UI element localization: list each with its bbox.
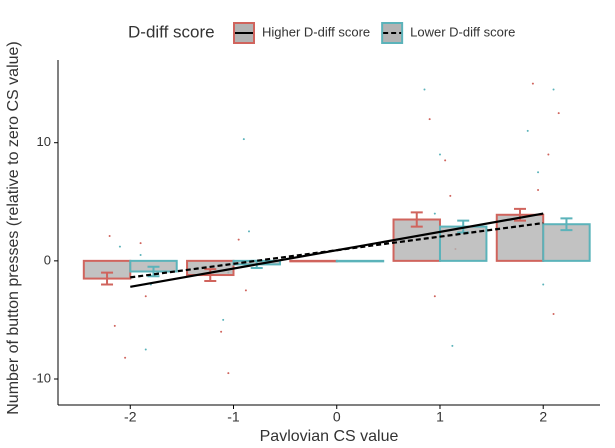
data-point bbox=[449, 194, 452, 197]
legend-label: Lower D-diff score bbox=[410, 24, 515, 39]
data-point bbox=[247, 230, 250, 233]
data-point bbox=[552, 313, 555, 316]
y-tick-label: 0 bbox=[44, 252, 51, 267]
data-point bbox=[237, 238, 240, 241]
data-point bbox=[537, 188, 540, 191]
data-point bbox=[139, 242, 142, 245]
data-point bbox=[557, 112, 560, 115]
data-point bbox=[542, 283, 545, 286]
data-point bbox=[451, 344, 454, 347]
data-point bbox=[433, 212, 436, 215]
x-tick-label: 0 bbox=[333, 409, 341, 425]
data-point bbox=[526, 129, 529, 132]
error-bar bbox=[560, 217, 573, 232]
y-tick-label: -10 bbox=[32, 370, 51, 385]
data-point bbox=[244, 289, 247, 292]
data-point bbox=[144, 348, 147, 351]
data-point bbox=[547, 153, 550, 156]
legend-label: Higher D-diff score bbox=[262, 24, 370, 39]
error-bar bbox=[204, 268, 217, 282]
x-axis-title: Pavlovian CS value bbox=[260, 428, 399, 445]
error-bar bbox=[410, 211, 423, 228]
error-bar bbox=[101, 271, 114, 286]
y-axis-title: Number of button presses (relative to ze… bbox=[5, 41, 22, 415]
data-point bbox=[222, 318, 225, 321]
data-point bbox=[537, 171, 540, 174]
data-point bbox=[242, 138, 245, 141]
data-point bbox=[144, 295, 147, 298]
bar bbox=[335, 259, 385, 263]
x-tick-label: -1 bbox=[227, 409, 240, 425]
data-point bbox=[108, 235, 111, 238]
data-point bbox=[438, 153, 441, 156]
x-tick-label: -2 bbox=[124, 409, 137, 425]
data-point bbox=[113, 324, 116, 327]
data-point bbox=[139, 253, 142, 256]
y-tick-label: 10 bbox=[37, 134, 51, 149]
x-tick-label: 1 bbox=[436, 409, 444, 425]
x-tick-label: 2 bbox=[539, 409, 547, 425]
data-point bbox=[552, 88, 555, 91]
data-point bbox=[118, 245, 121, 248]
trend-line bbox=[130, 221, 544, 279]
data-point bbox=[220, 330, 223, 333]
data-point bbox=[124, 356, 127, 359]
bar bbox=[289, 259, 338, 263]
legend-title: D-diff score bbox=[128, 22, 215, 41]
data-point bbox=[433, 295, 436, 298]
data-point bbox=[227, 372, 230, 375]
data-point bbox=[444, 159, 447, 162]
bar bbox=[495, 213, 545, 262]
data-point bbox=[531, 82, 534, 85]
error-bar bbox=[147, 265, 160, 278]
data-point bbox=[428, 118, 431, 121]
data-point bbox=[423, 88, 426, 91]
